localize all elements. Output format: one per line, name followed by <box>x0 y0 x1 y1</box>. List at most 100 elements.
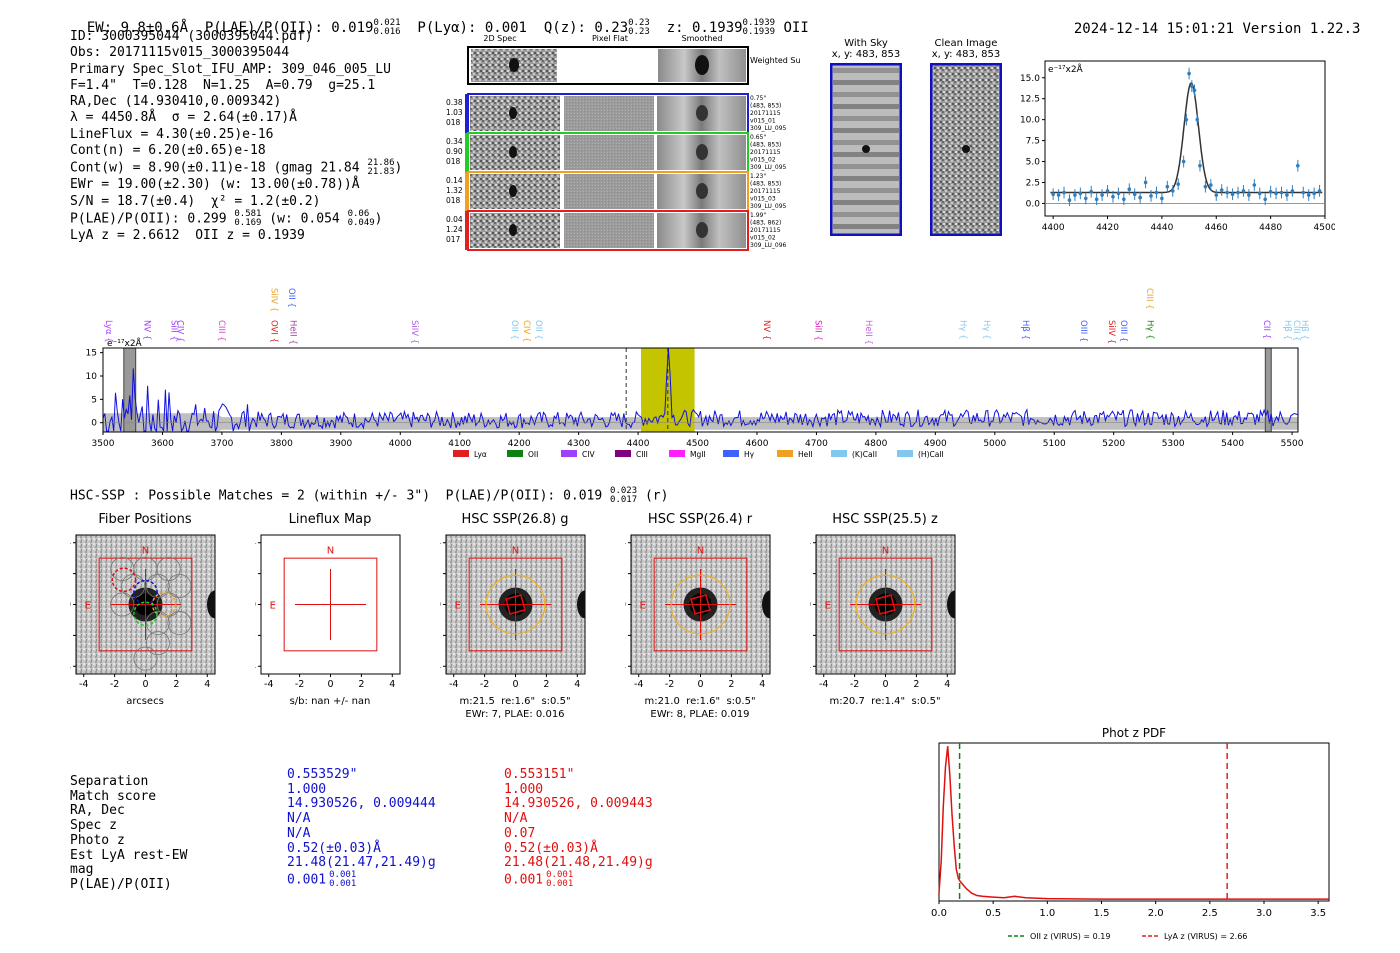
cutout-stat: 0.34 <box>446 137 463 146</box>
match-plae-sub: 0.001 <box>546 878 574 889</box>
match-labels: Separation Match score RA, Dec Spec z Photo … <box>70 774 187 893</box>
cutout-color-bar <box>465 94 468 133</box>
clean-image <box>930 63 1002 236</box>
thumbnail-xlabel: m:20.7 re:1.4" s:0.5" <box>829 696 941 707</box>
thumbnail-image: N E -4 -4 -2 -2 0 0 2 2 4 4 <box>440 534 586 690</box>
match-value: 0.07 <box>504 826 653 842</box>
info-radec: RA,Dec (14.930410,0.009342) <box>70 94 282 110</box>
thumbnail-title: Lineflux Map <box>288 512 372 527</box>
match-value: 0.52(±0.03)Å <box>504 841 653 857</box>
north-label: N <box>697 545 704 556</box>
emission-line-label: CIII { <box>216 320 226 342</box>
zoom-ytick-label: 15.0 <box>1020 74 1040 84</box>
cutout-smooth-source <box>696 183 708 199</box>
zoom-ytick-label: 12.5 <box>1020 95 1040 105</box>
spec-cutouts: 2D Spec Pixel Flat Smoothed Weighted Sum… <box>446 34 800 251</box>
header-plya: P(Lyα): 0.001 <box>417 20 527 36</box>
emission-line-label: Hβ { <box>1299 320 1309 340</box>
match-value: 14.930526, 0.009443 <box>504 797 653 812</box>
legend-label: CIII <box>636 450 648 459</box>
full-spectrum-chart: e⁻¹⁷x2Å 0 5 10 15 3500 3600 3700 3800 3900 4000 410… <box>86 288 1309 459</box>
thumb-xtick-label: 2 <box>173 679 179 690</box>
info-plae-w-sub: 0.049 <box>347 217 375 228</box>
info-contw: Cont(w) = 8.90(±0.11)e-18 (gmag 21.84 21… <box>70 158 403 178</box>
zoom-data-point <box>1094 197 1099 202</box>
match-value: 1.000 <box>287 782 436 798</box>
info-lambda: λ = 4450.8Å σ = 2.64(±0.17)Å <box>70 110 297 126</box>
match-value-text: 21.48(21.47,21.49)g <box>287 855 436 871</box>
cutout-side-label: 0.75" <box>750 95 766 102</box>
zoom-ytick-label: 2.5 <box>1026 178 1040 188</box>
sky-stripe <box>833 140 899 145</box>
match-value-text: 14.930526, 0.009444 <box>287 796 436 812</box>
zoom-data-point <box>1143 180 1148 185</box>
weighted-label: Weighted Sum <box>750 56 800 65</box>
cutout-side-label: 309_LU_095 <box>750 164 787 171</box>
full-axes-frame <box>102 347 1299 433</box>
emission-line-label: OIII { <box>1118 320 1128 342</box>
cutout-pixelflat <box>564 96 654 131</box>
zoom-data-point <box>1230 192 1235 197</box>
zoom-data-point <box>1306 193 1311 197</box>
thumb-ytick-label: -4 <box>255 661 256 672</box>
legend-label: HeII <box>798 450 813 459</box>
thumb-ytick-label: -2 <box>810 630 811 641</box>
thumb-xtick-label: 4 <box>574 679 580 690</box>
cutout-side-label: 20171115 <box>750 227 781 234</box>
emission-line-label: OII { <box>509 320 519 340</box>
with-sky-image <box>830 63 902 236</box>
east-label: E <box>640 601 646 612</box>
thumb-xtick-label: 0 <box>882 679 888 690</box>
zoom-data-point <box>1170 189 1175 193</box>
match-plae-stack: 0.001 0.001 <box>546 870 574 889</box>
cutout-source <box>509 146 517 158</box>
fiber-circle <box>121 573 146 598</box>
sky-stripe <box>833 212 899 217</box>
hsc-center-box <box>690 594 711 615</box>
zoom-data-point <box>1181 159 1186 164</box>
zoom-data-point <box>1056 193 1061 197</box>
info-id: ID: 3000395044 (3000395044.pdf) <box>70 29 313 44</box>
full-xtick-label: 5400 <box>1221 439 1244 449</box>
thumb-ytick-label: -4 <box>70 661 71 672</box>
info-plae-w: (w: 0.054 <box>269 211 340 227</box>
photz-frame <box>938 742 1330 902</box>
fiber-circle <box>145 631 170 656</box>
zoom-data-point <box>1290 189 1295 193</box>
legend-label: MgII <box>690 450 706 459</box>
zoom-data-point <box>1219 188 1224 192</box>
thumbnail-panel: HSC SSP(26.4) rNE-4-4-2-2002244m:21.0 re… <box>625 512 775 727</box>
zoom-data-point <box>1198 163 1202 168</box>
hsc-summary-text: HSC-SSP : Possible Matches = 2 (within +… <box>70 488 603 504</box>
fiber-circle <box>145 573 170 598</box>
thumb-ytick-label: 0 <box>810 600 811 611</box>
full-xtick-label: 3600 <box>151 439 174 449</box>
emission-line-label: SiIV { <box>409 320 419 344</box>
thumb-xtick-label: 0 <box>512 679 518 690</box>
cutout-side-label: 20171115 <box>750 110 781 117</box>
thumb-ytick-label: 0 <box>625 600 626 611</box>
match-label: Spec z <box>70 818 117 834</box>
full-xtick-label: 4900 <box>924 439 947 449</box>
fiber-circle <box>110 592 135 617</box>
match-value: 0.001 0.001 0.001 <box>504 870 653 889</box>
emission-line-label: OIII { <box>1078 320 1088 342</box>
cutout-source <box>509 107 517 119</box>
zoom-data-point <box>1203 184 1208 189</box>
zoom-data-point <box>1312 191 1316 196</box>
zoom-data-point <box>1274 191 1278 196</box>
thumb-ytick-label: -2 <box>255 630 256 641</box>
thumb-ytick-label: 4 <box>810 538 811 549</box>
thumb-xtick-label: 0 <box>697 679 703 690</box>
zoom-data-point <box>1296 163 1300 168</box>
cutout-stat: 1.03 <box>446 108 463 117</box>
thumb-xtick-label: -4 <box>264 679 273 690</box>
zoom-data-point <box>1100 193 1104 197</box>
header-plae: P(LAE)/P(OII): 0.019 <box>204 20 374 36</box>
info-primary: Primary Spec_Slot_IFU_AMP: 309_046_005_L… <box>70 61 391 77</box>
clean-title-block: Clean Image x, y: 483, 853 <box>926 38 1006 60</box>
info-lyaz: LyA z = 2.6612 OII z = 0.1939 <box>70 227 305 243</box>
sky-stripe <box>833 188 899 193</box>
hsc-summary-tail: (r) <box>644 488 669 504</box>
with-sky-xy: x, y: 483, 853 <box>831 49 901 60</box>
